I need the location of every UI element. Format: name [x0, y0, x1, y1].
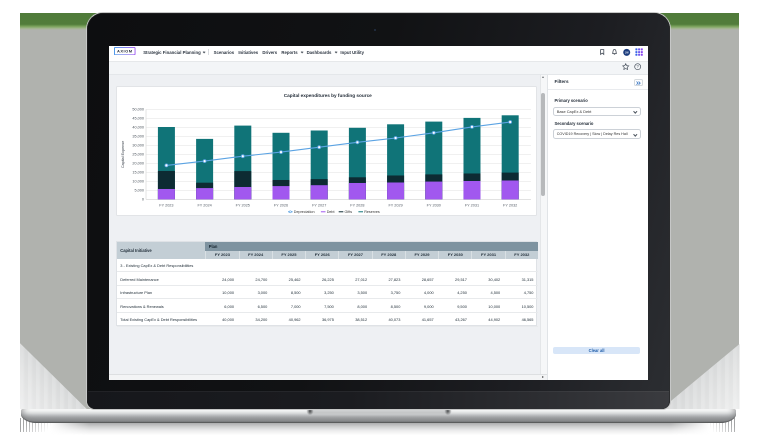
- svg-text:15,000: 15,000: [133, 170, 145, 174]
- svg-text:Gifts: Gifts: [345, 210, 353, 214]
- svg-text:35,000: 35,000: [133, 134, 145, 138]
- svg-text:45,000: 45,000: [133, 116, 145, 120]
- svg-text:FY 2026: FY 2026: [274, 203, 288, 207]
- svg-text:Debt: Debt: [327, 210, 335, 214]
- svg-text:FY 2025: FY 2025: [236, 203, 250, 207]
- svg-text:?: ?: [636, 64, 639, 69]
- svg-text:FY 2031: FY 2031: [465, 203, 479, 207]
- svg-text:Capital Expense: Capital Expense: [122, 140, 126, 168]
- svg-text:Reserves: Reserves: [365, 210, 381, 214]
- svg-text:FY 2032: FY 2032: [504, 203, 518, 207]
- svg-text:Depreciation: Depreciation: [294, 210, 315, 214]
- svg-text:5,000: 5,000: [135, 188, 144, 192]
- svg-text:50,000: 50,000: [133, 107, 145, 111]
- svg-text:10,000: 10,000: [133, 179, 145, 183]
- svg-text:25,000: 25,000: [133, 152, 145, 156]
- svg-text:JW: JW: [624, 51, 628, 54]
- svg-text:20,000: 20,000: [133, 161, 145, 165]
- svg-text:FY 2030: FY 2030: [427, 203, 441, 207]
- svg-text:FY 2024: FY 2024: [198, 203, 212, 207]
- svg-text:0: 0: [142, 197, 144, 201]
- svg-text:40,000: 40,000: [133, 125, 145, 129]
- svg-text:FY 2029: FY 2029: [389, 203, 403, 207]
- svg-text:30,000: 30,000: [133, 143, 145, 147]
- svg-text:AXIOM: AXIOM: [117, 49, 133, 54]
- svg-text:FY 2023: FY 2023: [160, 203, 174, 207]
- svg-text:FY 2028: FY 2028: [351, 203, 365, 207]
- svg-text:FY 2027: FY 2027: [313, 203, 327, 207]
